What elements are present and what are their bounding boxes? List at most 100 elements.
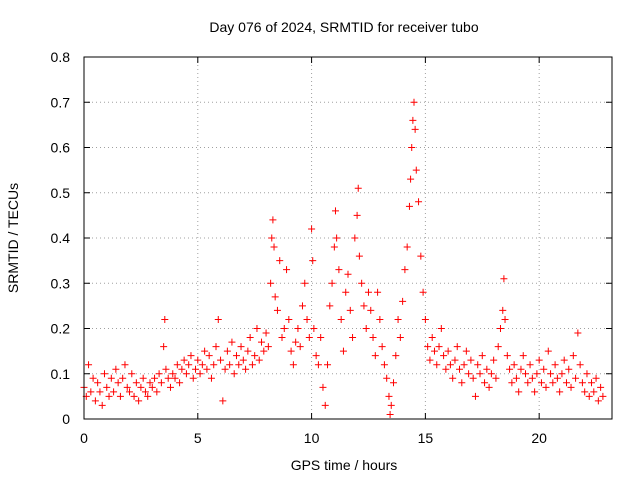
data-point bbox=[151, 374, 159, 382]
data-point bbox=[180, 356, 188, 364]
data-point bbox=[161, 315, 169, 323]
data-point bbox=[401, 266, 409, 274]
data-point bbox=[287, 347, 295, 355]
x-tick-label: 0 bbox=[80, 430, 88, 446]
data-point bbox=[244, 347, 252, 355]
data-point bbox=[89, 374, 97, 382]
data-point bbox=[597, 383, 605, 391]
data-point bbox=[96, 388, 104, 396]
data-point bbox=[310, 325, 318, 332]
data-point bbox=[540, 365, 548, 373]
data-point bbox=[85, 361, 93, 369]
data-point bbox=[292, 338, 300, 346]
data-point bbox=[317, 334, 325, 342]
data-point bbox=[588, 379, 596, 387]
data-point bbox=[556, 388, 564, 396]
data-point bbox=[419, 288, 427, 296]
data-point bbox=[553, 374, 561, 382]
data-point bbox=[371, 352, 379, 360]
data-point bbox=[535, 356, 543, 364]
data-point bbox=[519, 352, 527, 360]
data-point bbox=[294, 325, 302, 332]
data-point bbox=[503, 352, 511, 360]
data-point bbox=[385, 392, 393, 400]
data-point bbox=[258, 338, 266, 346]
data-point bbox=[226, 361, 234, 369]
data-point bbox=[164, 374, 172, 382]
data-point bbox=[515, 388, 523, 396]
data-point bbox=[173, 361, 181, 369]
data-point bbox=[533, 370, 541, 378]
data-point bbox=[160, 343, 168, 351]
y-tick-label: 0 bbox=[62, 411, 70, 427]
data-point bbox=[594, 397, 602, 405]
data-point bbox=[469, 374, 477, 382]
data-point bbox=[235, 361, 243, 369]
data-point bbox=[187, 352, 195, 360]
data-point bbox=[264, 343, 272, 351]
data-point bbox=[492, 374, 500, 382]
data-point bbox=[456, 365, 464, 373]
data-point bbox=[576, 361, 584, 369]
data-point bbox=[268, 234, 276, 242]
data-point bbox=[194, 356, 202, 364]
data-points bbox=[80, 98, 607, 418]
data-point bbox=[321, 401, 329, 409]
data-point bbox=[449, 374, 457, 382]
data-point bbox=[251, 352, 259, 360]
data-point bbox=[280, 325, 288, 332]
data-point bbox=[426, 356, 434, 364]
data-point bbox=[442, 365, 450, 373]
data-point bbox=[547, 370, 555, 378]
y-tick-label: 0.1 bbox=[51, 366, 71, 382]
x-tick-label: 5 bbox=[194, 430, 202, 446]
data-point bbox=[130, 392, 138, 400]
data-point bbox=[367, 306, 375, 314]
data-point bbox=[335, 266, 343, 274]
data-point bbox=[408, 144, 416, 151]
data-point bbox=[410, 98, 418, 106]
data-point bbox=[217, 356, 225, 364]
data-point bbox=[139, 374, 147, 382]
data-point bbox=[185, 361, 193, 369]
data-point bbox=[205, 352, 213, 360]
data-point bbox=[499, 306, 507, 314]
data-point bbox=[346, 306, 354, 314]
data-point bbox=[453, 343, 461, 351]
data-point bbox=[403, 243, 411, 251]
data-point bbox=[490, 356, 498, 364]
data-point bbox=[196, 370, 204, 378]
data-point bbox=[592, 374, 600, 382]
data-point bbox=[574, 329, 582, 337]
data-point bbox=[255, 356, 263, 364]
data-point bbox=[353, 211, 361, 219]
y-tick-label: 0.8 bbox=[51, 49, 71, 65]
data-point bbox=[517, 365, 525, 373]
data-point bbox=[267, 279, 275, 287]
data-point bbox=[558, 370, 566, 378]
data-point bbox=[411, 125, 419, 133]
data-point bbox=[458, 379, 466, 387]
y-tick-label: 0.3 bbox=[51, 275, 71, 291]
data-point bbox=[148, 383, 156, 391]
data-point bbox=[121, 361, 129, 369]
data-point bbox=[107, 374, 115, 382]
data-point bbox=[314, 361, 322, 369]
x-tick-label: 20 bbox=[531, 430, 547, 446]
data-point bbox=[324, 361, 332, 369]
data-point bbox=[326, 302, 334, 310]
data-point bbox=[508, 379, 516, 387]
data-point bbox=[417, 252, 425, 260]
data-point bbox=[269, 216, 277, 224]
data-point bbox=[276, 257, 284, 265]
data-point bbox=[428, 334, 436, 342]
data-point bbox=[112, 365, 120, 373]
data-point bbox=[237, 343, 245, 351]
data-point bbox=[578, 379, 586, 387]
data-point bbox=[283, 266, 291, 274]
data-point bbox=[494, 343, 502, 351]
x-axis-label: GPS time / hours bbox=[291, 457, 398, 473]
data-point bbox=[526, 361, 534, 369]
data-point bbox=[380, 361, 388, 369]
data-point bbox=[162, 365, 170, 373]
